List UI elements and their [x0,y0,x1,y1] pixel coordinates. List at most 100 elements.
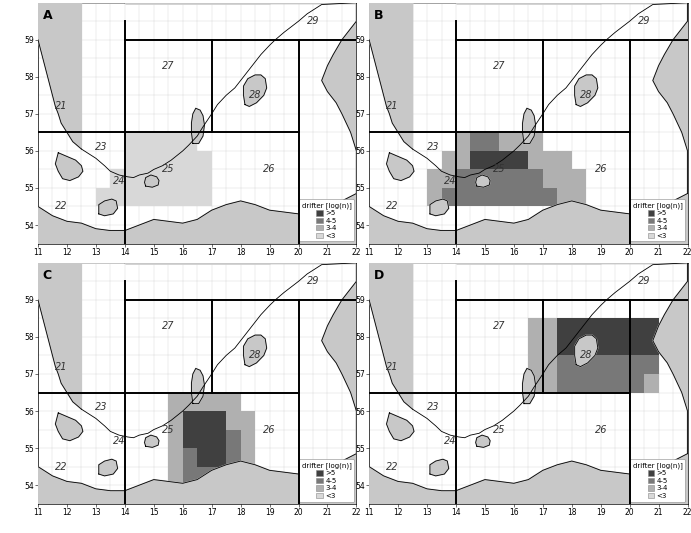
Text: 25: 25 [493,425,506,434]
Legend: >5, 4-5, 3-4, <3: >5, 4-5, 3-4, <3 [630,459,685,502]
Polygon shape [38,3,125,149]
Bar [456,169,543,188]
Text: 21: 21 [55,361,68,372]
Bar [182,485,240,504]
Text: 26: 26 [594,425,607,434]
Text: 25: 25 [162,164,175,174]
Text: 24: 24 [113,175,125,185]
Text: 29: 29 [307,276,319,286]
Polygon shape [369,3,456,149]
Text: 22: 22 [386,462,399,472]
Legend: >5, 4-5, 3-4, <3: >5, 4-5, 3-4, <3 [630,199,685,241]
Polygon shape [653,263,688,454]
Bar [182,411,226,448]
Bar [125,132,197,151]
Polygon shape [475,175,490,187]
Text: A: A [43,9,53,22]
Polygon shape [99,199,117,216]
Text: 29: 29 [638,16,650,26]
Text: 21: 21 [386,101,399,111]
Polygon shape [430,459,448,476]
Bar [471,151,529,169]
Polygon shape [243,75,267,107]
Bar [169,485,255,504]
Text: C: C [43,269,52,282]
Text: 22: 22 [55,462,68,472]
Bar [529,337,659,356]
Text: 26: 26 [594,164,607,174]
Bar [529,374,659,392]
Polygon shape [243,335,267,367]
Text: D: D [374,269,384,282]
Bar [557,374,644,392]
Bar [471,132,500,151]
Bar [427,169,586,188]
Polygon shape [191,108,205,143]
Polygon shape [38,454,357,504]
Text: 28: 28 [580,90,592,100]
Text: 29: 29 [307,16,319,26]
Polygon shape [522,368,536,403]
Polygon shape [38,193,357,244]
Bar [529,356,659,374]
Polygon shape [99,459,117,476]
Text: 28: 28 [249,351,261,360]
Text: 23: 23 [426,142,439,152]
Text: B: B [374,9,384,22]
Bar [169,411,255,430]
Polygon shape [522,108,536,143]
Bar [169,392,240,411]
Bar [557,318,659,374]
Text: 27: 27 [493,61,506,71]
Polygon shape [386,413,414,441]
Text: 27: 27 [162,61,175,71]
Bar [427,188,586,206]
Polygon shape [575,75,598,107]
Bar [169,430,255,448]
Bar [557,318,659,356]
Polygon shape [369,193,688,244]
Bar [571,318,644,337]
Polygon shape [144,435,159,447]
Text: 24: 24 [444,175,457,185]
Polygon shape [322,3,357,193]
Polygon shape [653,3,688,193]
Text: 24: 24 [444,435,457,446]
Polygon shape [475,435,490,447]
Text: 27: 27 [162,321,175,331]
Polygon shape [55,153,83,181]
Text: 26: 26 [263,425,276,434]
Bar [456,132,543,151]
Bar [197,448,226,466]
Bar [169,466,255,485]
Text: 21: 21 [55,101,68,111]
Polygon shape [144,175,159,187]
Text: 28: 28 [249,90,261,100]
Bar [169,448,255,466]
Bar [442,151,571,169]
Text: 25: 25 [493,164,506,174]
Polygon shape [386,153,414,181]
Text: 29: 29 [638,276,650,286]
Bar [111,169,211,188]
Text: 23: 23 [95,142,108,152]
Bar [96,188,211,206]
Text: 21: 21 [386,361,399,372]
Polygon shape [322,263,357,454]
Legend: >5, 4-5, 3-4, <3: >5, 4-5, 3-4, <3 [299,459,354,502]
Bar [442,188,557,206]
Legend: >5, 4-5, 3-4, <3: >5, 4-5, 3-4, <3 [299,199,354,241]
Bar [125,151,211,169]
Text: 23: 23 [426,402,439,413]
Polygon shape [575,335,598,367]
Bar [529,318,659,337]
Polygon shape [191,368,205,403]
Polygon shape [369,454,688,504]
Text: 23: 23 [95,402,108,413]
Text: 25: 25 [162,425,175,434]
Bar [182,430,240,485]
Polygon shape [55,413,83,441]
Polygon shape [369,263,456,409]
Text: 28: 28 [580,351,592,360]
Polygon shape [430,199,448,216]
